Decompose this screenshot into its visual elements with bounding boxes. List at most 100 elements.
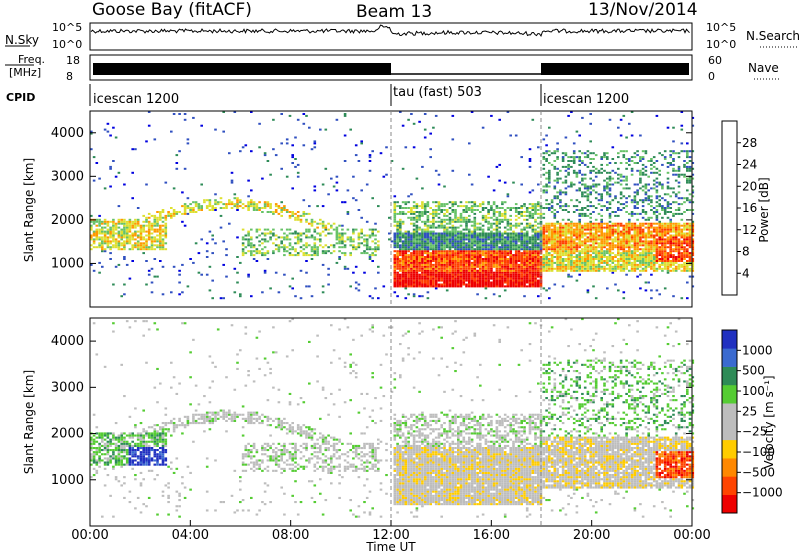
power-cell — [399, 230, 402, 233]
power-cell — [589, 248, 592, 251]
power-cell — [457, 236, 460, 239]
power-cell — [523, 218, 526, 221]
power-cell — [399, 258, 402, 260]
power-cell — [525, 242, 529, 245]
power-cell — [520, 258, 523, 260]
power-cell — [481, 224, 485, 227]
power-cell — [498, 212, 501, 215]
power-cell — [559, 232, 562, 235]
power-cell — [492, 283, 496, 286]
power-cell — [556, 244, 559, 247]
power-cell — [520, 269, 523, 272]
power-cell — [432, 248, 435, 251]
power-cell — [523, 260, 526, 262]
power-cell — [633, 226, 637, 229]
power-cell — [630, 246, 634, 249]
power-cell — [674, 260, 678, 262]
power-cell — [520, 267, 523, 270]
power-cell — [639, 230, 642, 233]
power-cell — [531, 265, 535, 268]
power-cell — [142, 214, 145, 217]
power-cell — [379, 152, 383, 155]
power-cell — [404, 207, 408, 209]
power-cell — [509, 254, 512, 257]
power-cell — [401, 281, 405, 284]
power-cell — [617, 234, 620, 237]
power-cell — [421, 240, 424, 243]
power-cell — [567, 258, 570, 260]
power-cell — [597, 246, 601, 249]
power-cell — [492, 256, 496, 258]
power-cell — [644, 211, 648, 213]
power-cell — [125, 234, 129, 237]
power-cell — [106, 220, 110, 223]
power-cell — [567, 260, 570, 262]
power-cell — [666, 205, 670, 208]
power-cell — [600, 252, 603, 255]
power-cell — [492, 258, 496, 260]
power-cell — [523, 232, 526, 235]
power-cell — [487, 211, 490, 213]
power-cell — [633, 191, 637, 194]
power-cell — [429, 279, 432, 282]
power-cell — [288, 252, 292, 255]
power-cell — [490, 258, 493, 260]
power-cell — [614, 256, 617, 258]
power-cell — [592, 185, 595, 188]
power-cell — [261, 248, 264, 251]
power-cell — [564, 230, 568, 233]
power-cell — [528, 265, 532, 268]
power-cell — [581, 244, 584, 247]
power-cell — [559, 258, 562, 260]
power-cell — [514, 273, 518, 276]
power-cell — [523, 226, 526, 229]
power-cell — [112, 246, 115, 249]
power-cell — [669, 242, 672, 245]
power-cell — [352, 228, 355, 231]
power-cell — [572, 248, 576, 251]
power-cell — [189, 211, 192, 213]
power-cell — [641, 258, 645, 260]
power-cell — [222, 130, 225, 133]
power-cell — [550, 205, 554, 208]
power-cell — [368, 228, 372, 231]
power-cell — [674, 234, 678, 237]
power-cell — [288, 244, 292, 247]
power-cell — [506, 258, 510, 260]
power-cell — [393, 195, 397, 198]
power-cell — [683, 256, 686, 258]
power-cell — [636, 260, 639, 262]
power-cell — [531, 248, 535, 251]
power-cell — [363, 271, 366, 274]
power-cell — [407, 258, 410, 260]
power-cell — [457, 283, 460, 286]
power-cell — [454, 238, 457, 241]
power-cell — [374, 287, 377, 290]
power-cell — [586, 193, 590, 196]
power-cell — [434, 234, 438, 237]
power-cell — [501, 263, 504, 266]
power-cell — [448, 246, 452, 249]
power-cell — [550, 254, 554, 257]
power-cell — [581, 267, 584, 270]
power-cell — [117, 236, 121, 239]
power-cell — [617, 267, 620, 270]
power-cell — [594, 242, 598, 245]
power-cell — [421, 285, 424, 288]
power-cell — [365, 242, 369, 245]
power-cell — [443, 254, 446, 257]
power-cell — [639, 160, 642, 162]
power-cell — [633, 250, 637, 253]
power-cell — [589, 212, 592, 215]
power-cell — [517, 275, 521, 278]
power-cell — [600, 228, 603, 231]
power-cell — [393, 263, 397, 266]
power-cell — [421, 212, 424, 215]
power-cell — [332, 244, 336, 247]
power-cell — [537, 285, 540, 288]
power-cell — [514, 226, 518, 229]
power-cell — [476, 236, 479, 239]
power-cell — [432, 234, 435, 237]
power-cell — [468, 277, 471, 280]
power-cell — [470, 111, 474, 113]
